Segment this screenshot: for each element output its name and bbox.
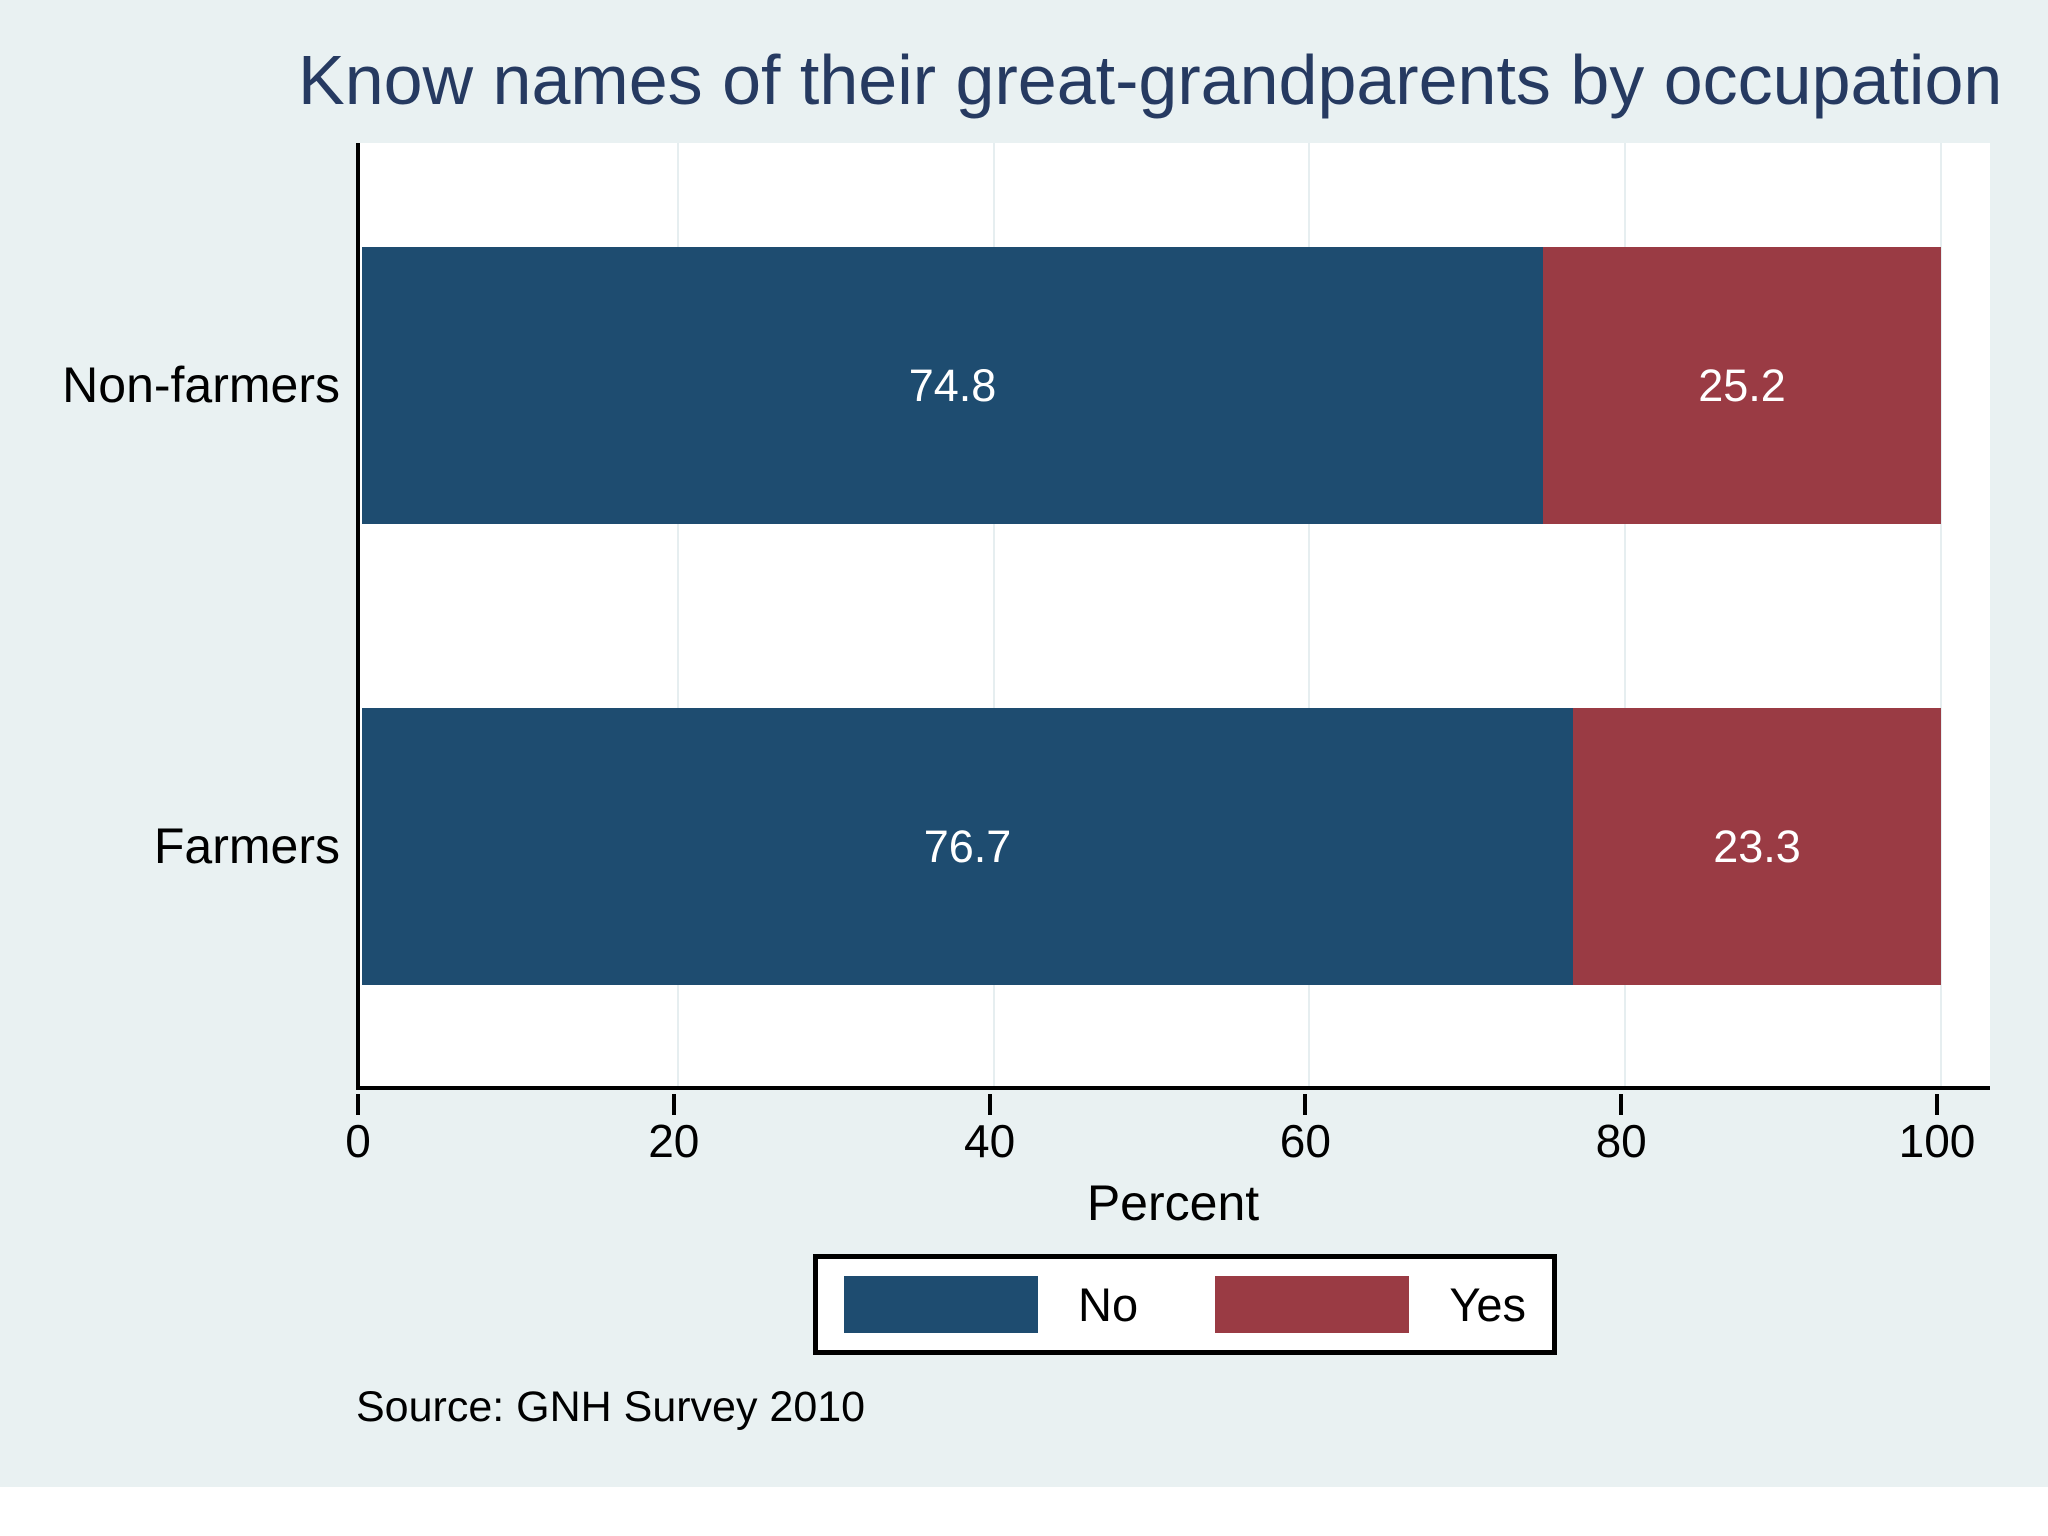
grid-line-100 [1940,143,1942,1086]
bar-value-label: 23.3 [1713,820,1801,872]
bar-segment-no: 74.8 [362,247,1544,524]
category-label-farmers: Farmers [153,818,340,874]
bar-segment-yes: 23.3 [1573,708,1941,985]
legend-swatch-yes [1215,1276,1410,1333]
bar-row-farmers: 76.7 23.3 [362,708,1941,985]
bar-value-label: 25.2 [1698,359,1786,411]
x-tick-80 [1619,1094,1624,1115]
chart-title: Know names of their great-grandparents b… [298,41,2003,119]
x-tick-40 [987,1094,992,1115]
plot-area: 74.8 25.2 76.7 23.3 [356,143,1990,1090]
legend: No Yes [813,1254,1557,1355]
grid-line-80 [1624,143,1627,1086]
legend-entry-no: No [844,1276,1138,1333]
grid-line-20 [676,143,679,1086]
x-tick-label-0: 0 [345,1115,371,1167]
bottom-white-strip [0,1487,2048,1536]
x-tick-100 [1935,1094,1939,1115]
x-tick-60 [1303,1094,1308,1115]
bar-row-non-farmers: 74.8 25.2 [362,247,1941,524]
legend-label-yes: Yes [1449,1278,1526,1331]
bars-layer: 74.8 25.2 76.7 23.3 [362,143,1941,1086]
bar-segment-yes: 25.2 [1543,247,1941,524]
x-tick-label-80: 80 [1595,1115,1647,1167]
x-axis-title: Percent [1086,1175,1260,1231]
x-tick-label-60: 60 [1279,1115,1331,1167]
x-tick-label-100: 100 [1898,1115,1976,1167]
x-tick-label-20: 20 [648,1115,700,1167]
grid-line-60 [1308,143,1311,1086]
bar-value-label: 74.8 [908,359,997,411]
bar-value-label: 76.7 [923,820,1012,872]
category-label-non-farmers: Non-farmers [62,357,340,413]
x-tick-20 [671,1094,676,1115]
grid-line-40 [992,143,995,1086]
source-note: Source: GNH Survey 2010 [356,1383,866,1431]
legend-label-no: No [1078,1278,1139,1331]
legend-entry-yes: Yes [1215,1276,1526,1333]
bar-segment-no: 76.7 [362,708,1574,985]
x-tick-label-40: 40 [964,1115,1016,1167]
x-tick-0 [356,1094,360,1115]
legend-swatch-no [844,1276,1038,1333]
